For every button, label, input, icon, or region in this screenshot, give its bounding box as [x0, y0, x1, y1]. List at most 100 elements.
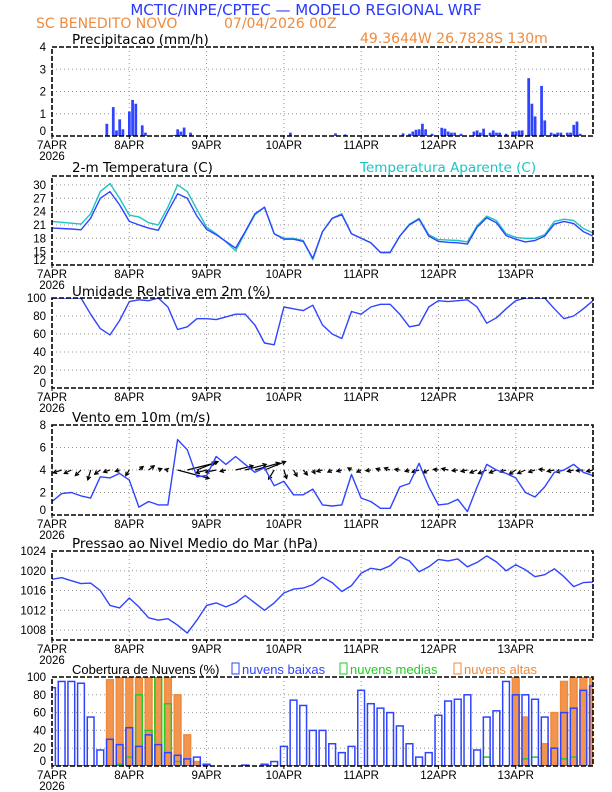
wind-vector-head: [102, 468, 108, 474]
precip-bar: [491, 130, 495, 136]
x-tick-label: 7APR: [37, 269, 67, 281]
x-tick-label: 10APR: [266, 644, 302, 656]
precip-marks: [105, 78, 582, 136]
cloud-bar: [376, 707, 385, 766]
y-tick-label: 0: [40, 505, 46, 517]
precip-bar: [569, 132, 572, 136]
precip-bar: [453, 132, 456, 136]
cloud-bar: [550, 747, 559, 766]
clouds-marks: [52, 677, 593, 766]
cloud-bar: [308, 729, 317, 766]
temp-apparent-legend: Temperatura Aparente (C): [359, 160, 536, 176]
cloud-bar: [347, 745, 356, 766]
wind-vector-head: [213, 460, 220, 466]
y-tick-label: 1020: [20, 566, 46, 578]
precip-bar: [517, 130, 521, 136]
precip-bar: [514, 131, 518, 136]
wind-vector-head: [383, 466, 389, 472]
x-year-label: 2026: [39, 530, 65, 542]
wind-vector-head: [440, 466, 446, 472]
cloud-bar: [501, 680, 511, 766]
wind-vector-head: [74, 471, 80, 477]
x-tick-label: 13APR: [497, 392, 533, 404]
rh-title: Umidade Relativa em 2m (%): [72, 284, 271, 300]
precip-bar: [173, 134, 176, 136]
y-tick-label: 60: [33, 329, 46, 341]
cloud-bar: [289, 699, 298, 766]
x-tick-label: 7APR: [37, 392, 67, 404]
wind-vector-head: [139, 465, 145, 471]
wind-vector-head: [281, 460, 287, 466]
x-tick-label: 11APR: [343, 770, 379, 782]
x-tick-label: 7APR: [37, 644, 67, 656]
wind-vector-head: [477, 470, 483, 475]
x-tick-label: 11APR: [343, 392, 379, 404]
wind-marks: [52, 438, 593, 513]
cloud-bar: [453, 698, 462, 766]
wind-vector: [283, 469, 288, 479]
wind-vector-head: [205, 475, 211, 480]
clouds-title: Cobertura de Nuvens (%): [72, 662, 219, 677]
precip-bar: [559, 132, 563, 136]
precip-bar: [134, 103, 138, 136]
precip-bar: [543, 120, 547, 136]
wind-panel: 0 2 4 6 8 7APR 8APR 9APR 10APR 11APR 12APR 13APR 202…: [37, 420, 594, 542]
wind-vector: [64, 469, 72, 475]
precip-bar: [421, 123, 424, 136]
x-tick-label: 11APR: [343, 269, 379, 281]
x-tick-label: 9APR: [192, 519, 222, 531]
x-tick-label: 12APR: [420, 140, 456, 152]
wind-vector-head: [585, 468, 591, 474]
precip-bar: [572, 124, 576, 136]
precip-bar: [540, 85, 543, 136]
cloud-bar: [511, 677, 520, 766]
wind-vector: [489, 469, 497, 474]
y-tick-label: 20: [33, 743, 46, 755]
cloud-bar: [540, 743, 549, 766]
x-tick-label: 11APR: [343, 519, 379, 531]
clouds-legend: nuvens baixas nuvens medias nuvens altas: [231, 662, 537, 677]
y-tick-label: 8: [40, 420, 46, 432]
x-tick-label: 10APR: [266, 770, 302, 782]
precip-bar: [411, 131, 415, 136]
wind-vector-head: [355, 468, 361, 473]
cloud-bar: [115, 677, 124, 766]
cloud-bar: [105, 678, 115, 766]
precip-bar: [578, 133, 582, 136]
x-tick-label: 9APR: [192, 269, 222, 281]
y-tick-label: 60: [33, 708, 46, 720]
x-tick-label: 7APR: [37, 519, 67, 531]
rh-marks: [52, 298, 593, 346]
x-year-label: 2026: [39, 403, 65, 415]
wind-vector-head: [293, 472, 298, 478]
y-tick-label: 20: [33, 365, 46, 377]
x-tick-label: 9APR: [192, 644, 222, 656]
wind-vector-head: [52, 469, 58, 475]
cloud-bar: [57, 680, 66, 766]
x-tick-label: 13APR: [497, 140, 533, 152]
plot-frame: [51, 550, 594, 641]
precip-bar: [334, 133, 337, 136]
precip-bar: [498, 132, 502, 136]
cloud-bar: [530, 756, 540, 766]
wind-vector-head: [335, 468, 341, 473]
x-tick-label: 8APR: [114, 519, 144, 531]
wind-vector: [469, 469, 478, 474]
cloud-bar: [414, 756, 424, 766]
precip-bar: [527, 78, 531, 136]
plot-frame: [51, 424, 594, 516]
x-tick-label: 12APR: [420, 770, 456, 782]
legend-swatch-mid: [339, 662, 348, 675]
y-tick-label: 100: [27, 672, 46, 684]
cloud-bar: [183, 758, 192, 766]
y-tick-label: 6: [40, 443, 46, 455]
cloud-bar: [328, 743, 337, 766]
cloud-bar: [134, 677, 144, 766]
wind-vector-head: [311, 469, 316, 475]
wind-vector: [254, 462, 280, 471]
precip-bar: [131, 99, 134, 136]
precip-bar: [549, 132, 553, 136]
wind-vector: [196, 461, 219, 471]
temp-title: 2-m Temperatura (C): [72, 160, 213, 176]
run-time: 07/04/2026 00Z: [224, 16, 337, 32]
